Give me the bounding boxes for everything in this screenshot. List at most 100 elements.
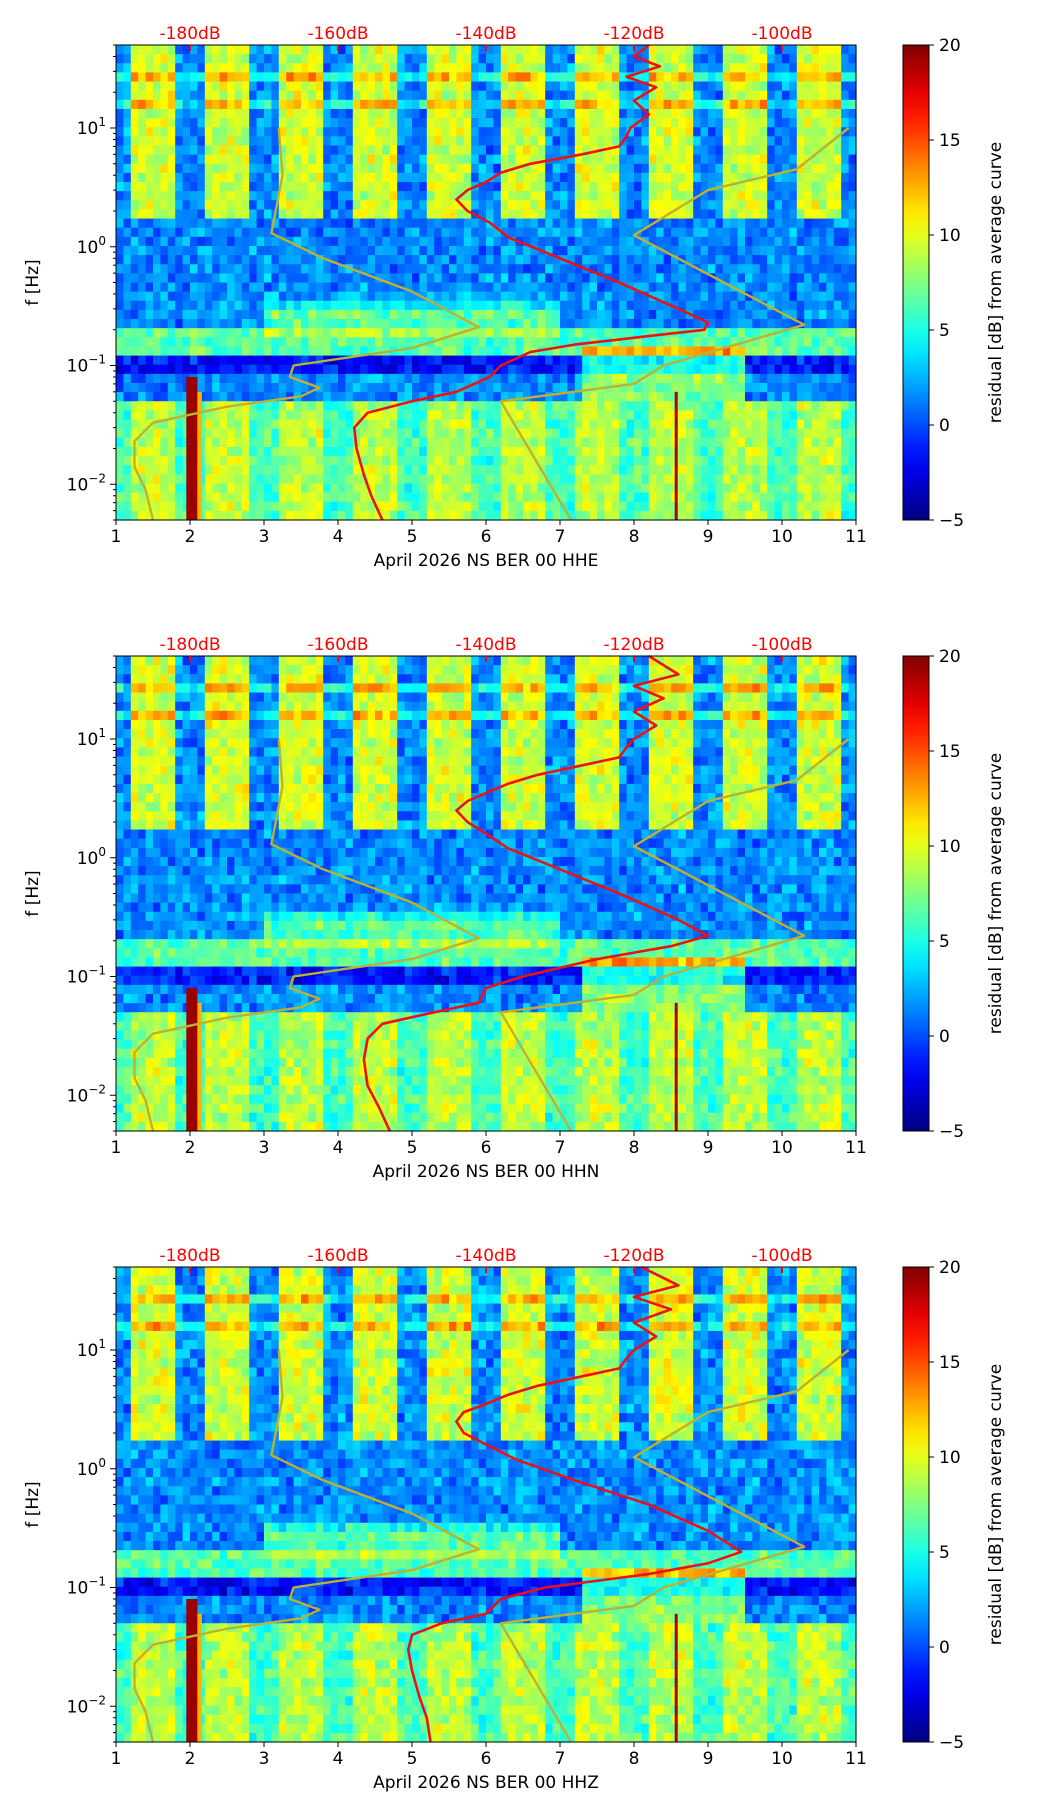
x-axis-label: April 2026 NS BER 00 HHZ (373, 1773, 599, 1793)
x-tick-label: 11 (845, 1138, 867, 1158)
colorbar: 20 15 10 5 0 −5 residual [dB] from average cur… (902, 647, 1006, 1142)
top-axis-label: -120dB (603, 24, 664, 44)
y-tick-label: 10−1 (67, 1575, 106, 1599)
x-tick-label: 2 (185, 1749, 196, 1769)
event-stripe (197, 391, 202, 520)
event-stripe (186, 1599, 198, 1742)
x-tick-label: 7 (555, 1749, 566, 1769)
colorbar-gradient (902, 655, 930, 1132)
event-stripe (674, 391, 678, 520)
top-axis-label: -100dB (751, 635, 812, 655)
colorbar-tick-label: 10 (939, 1448, 961, 1468)
top-axis-label: -180dB (159, 635, 220, 655)
colorbar-tick-label: −5 (939, 511, 964, 531)
y-tick-label: 100 (77, 234, 106, 258)
y-tick-label: 101 (77, 115, 106, 139)
colorbar-tick-label: 0 (939, 416, 950, 436)
colorbar-label: residual [dB] from average curve (986, 1364, 1006, 1645)
event-stripe (186, 988, 198, 1131)
x-tick-label: 6 (481, 1138, 492, 1158)
spectrogram (116, 45, 857, 521)
x-tick-label: 9 (703, 1749, 714, 1769)
x-tick-label: 7 (555, 527, 566, 547)
colorbar-gradient (902, 44, 930, 521)
colorbar-tick-label: 0 (939, 1027, 950, 1047)
y-tick-label: 100 (77, 845, 106, 869)
colorbar-tick-label: 20 (939, 647, 961, 667)
series-low-noise-model (133, 127, 480, 521)
event-stripe (197, 1613, 202, 1742)
event-stripe (197, 1002, 202, 1131)
x-tick-label: 5 (407, 527, 418, 547)
x-axis-label: April 2026 NS BER 00 HHE (374, 551, 599, 571)
x-tick-label: 3 (259, 527, 270, 547)
colorbar-tick-label: 5 (939, 932, 950, 952)
spectrogram (116, 1267, 857, 1743)
x-tick-label: 1 (111, 527, 122, 547)
x-tick-label: 9 (703, 1138, 714, 1158)
colorbar-tick-label: −5 (939, 1122, 964, 1142)
series-low-noise-model (133, 738, 480, 1132)
y-tick-label: 10−2 (67, 1082, 106, 1106)
colorbar-tick-label: 20 (939, 36, 961, 56)
top-axis-label: -100dB (751, 24, 812, 44)
top-axis-label: -120dB (603, 1246, 664, 1266)
x-tick-label: 3 (259, 1138, 270, 1158)
x-tick-label: 11 (845, 1749, 867, 1769)
series-high-noise-model (499, 1349, 850, 1743)
top-axis-label: -140dB (455, 1246, 516, 1266)
y-tick-label: 10−2 (67, 471, 106, 495)
series-high-noise-model (499, 127, 850, 521)
x-tick-label: 10 (771, 527, 793, 547)
y-tick-label: 101 (77, 1337, 106, 1361)
x-tick-label: 2 (185, 527, 196, 547)
colorbar: 20 15 10 5 0 −5 residual [dB] from average cur… (902, 1258, 1006, 1753)
event-stripe (186, 377, 198, 520)
x-tick-label: 2 (185, 1138, 196, 1158)
series-high-noise-model (499, 738, 850, 1132)
top-axis-label: -120dB (603, 635, 664, 655)
x-tick-label: 9 (703, 527, 714, 547)
colorbar: 20 15 10 5 0 −5 residual [dB] from average cur… (902, 36, 1006, 531)
spectrogram (116, 656, 857, 1132)
top-axis-label: -140dB (455, 635, 516, 655)
colorbar-tick-label: 5 (939, 1543, 950, 1563)
x-tick-label: 8 (629, 527, 640, 547)
y-axis-label: f [Hz] (23, 1481, 43, 1527)
top-axis-label: -160dB (307, 1246, 368, 1266)
top-axis-label: -180dB (159, 24, 220, 44)
series-median-PSD (362, 654, 710, 1132)
x-axis-label: April 2026 NS BER 00 HHN (373, 1162, 600, 1182)
top-axis-label: -160dB (307, 635, 368, 655)
colorbar-tick-label: 15 (939, 742, 961, 762)
x-tick-label: 8 (629, 1749, 640, 1769)
colorbar-gradient (902, 1266, 930, 1743)
x-tick-label: 5 (407, 1138, 418, 1158)
x-tick-label: 1 (111, 1749, 122, 1769)
y-tick-label: 100 (77, 1456, 106, 1480)
x-tick-label: 10 (771, 1138, 793, 1158)
x-tick-label: 4 (333, 1749, 344, 1769)
x-tick-label: 10 (771, 1749, 793, 1769)
x-tick-label: 6 (481, 1749, 492, 1769)
y-tick-label: 10−1 (67, 964, 106, 988)
series-median-PSD (352, 43, 710, 521)
y-axis-label: f [Hz] (23, 870, 43, 916)
top-axis-label: -160dB (307, 24, 368, 44)
colorbar-tick-label: −5 (939, 1733, 964, 1753)
colorbar-tick-label: 0 (939, 1638, 950, 1658)
y-tick-label: 10−2 (67, 1693, 106, 1717)
x-tick-label: 5 (407, 1749, 418, 1769)
x-tick-label: 6 (481, 527, 492, 547)
colorbar-tick-label: 10 (939, 226, 961, 246)
colorbar-tick-label: 20 (939, 1258, 961, 1278)
top-axis-label: -140dB (455, 24, 516, 44)
x-tick-label: 1 (111, 1138, 122, 1158)
series-median-PSD (406, 1265, 743, 1743)
event-stripe (674, 1613, 678, 1742)
colorbar-label: residual [dB] from average curve (986, 142, 1006, 423)
